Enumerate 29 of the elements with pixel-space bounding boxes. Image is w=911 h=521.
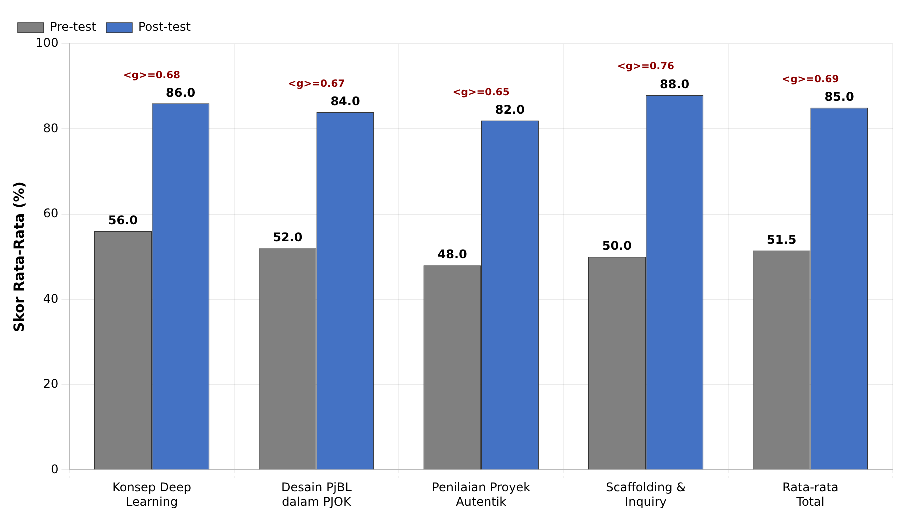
- y-tick-label: 80: [43, 121, 59, 136]
- annotation: <g>=0.69: [782, 74, 840, 86]
- data-label: 56.0: [108, 214, 138, 228]
- annotation: <g>=0.76: [618, 62, 675, 73]
- data-label: 84.0: [330, 94, 360, 108]
- annotation: <g>=0.68: [124, 70, 181, 82]
- y-tick-label: 60: [43, 206, 59, 221]
- data-label: 88.0: [660, 77, 690, 92]
- legend-label: Post-test: [138, 20, 192, 34]
- y-tick-label: 40: [43, 292, 59, 306]
- data-label: 85.0: [824, 90, 854, 104]
- x-tick-label: Rata-rata Total: [782, 480, 839, 509]
- data-label: 48.0: [438, 248, 468, 262]
- data-label: 82.0: [495, 102, 525, 117]
- y-axis-title: Skor Rata-Rata (%): [12, 182, 28, 332]
- x-tick-label: Konsep Deep Learning: [112, 480, 192, 509]
- data-label: 51.5: [767, 232, 797, 247]
- y-tick-label: 100: [36, 36, 59, 50]
- annotation: <g>=0.65: [452, 87, 510, 98]
- y-tick-label: 0: [51, 462, 59, 476]
- y-tick-label: 20: [43, 377, 59, 392]
- x-tick-label: Penilaian Proyek Autentik: [432, 480, 531, 509]
- data-label: 50.0: [602, 239, 632, 254]
- data-label: 52.0: [273, 230, 303, 245]
- annotation: <g>=0.67: [288, 78, 346, 90]
- x-tick-label: Scaffolding & Inquiry: [606, 480, 686, 509]
- legend-label: Pre-test: [50, 20, 97, 34]
- x-tick-label: Desain PjBL dalam PJOK: [281, 480, 352, 509]
- data-label: 86.0: [166, 86, 196, 100]
